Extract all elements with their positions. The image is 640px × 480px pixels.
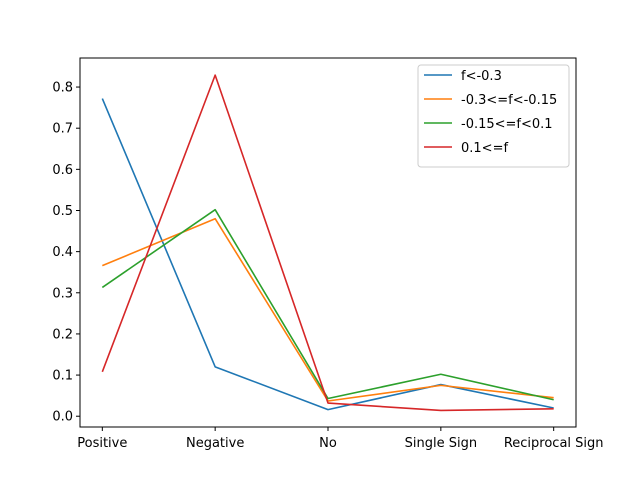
y-tick-label: 0.0 xyxy=(52,410,73,425)
legend: f<-0.3 -0.3<=f<-0.15 -0.15<=f<0.1 0.1<=f xyxy=(417,64,570,168)
y-tick-label: 0.2 xyxy=(52,327,73,342)
series-line-4 xyxy=(101,74,554,412)
x-tick-label: No xyxy=(319,436,337,451)
x-tick-label: Negative xyxy=(186,436,244,451)
y-tick-label: 0.5 xyxy=(52,204,73,219)
legend-label: -0.15<=f<0.1 xyxy=(461,117,553,132)
x-tick-label: Positive xyxy=(77,436,127,451)
y-tick-label: 0.6 xyxy=(52,163,73,178)
plot-frame xyxy=(79,57,577,428)
x-tick-label: Single Sign xyxy=(405,436,477,451)
y-tick-label: 0.3 xyxy=(52,286,73,301)
series-line-1 xyxy=(101,98,554,411)
y-tick-label: 0.8 xyxy=(52,81,73,96)
legend-label: 0.1<=f xyxy=(461,141,508,156)
legend-box xyxy=(417,64,570,168)
series-lines xyxy=(101,74,554,412)
axis-ticks: 0.0 0.1 0.2 0.3 0.4 0.5 0.6 0.7 0.8 Positive Negat… xyxy=(52,81,603,451)
y-tick-label: 0.4 xyxy=(52,245,73,260)
x-tick-label: Reciprocal Sign xyxy=(504,436,604,451)
y-tick-label: 0.1 xyxy=(52,369,73,384)
legend-label: f<-0.3 xyxy=(461,69,502,84)
series-line-3 xyxy=(101,208,554,401)
series-line-2 xyxy=(102,217,554,402)
y-tick-label: 0.7 xyxy=(52,122,73,137)
legend-label: -0.3<=f<-0.15 xyxy=(461,93,557,108)
